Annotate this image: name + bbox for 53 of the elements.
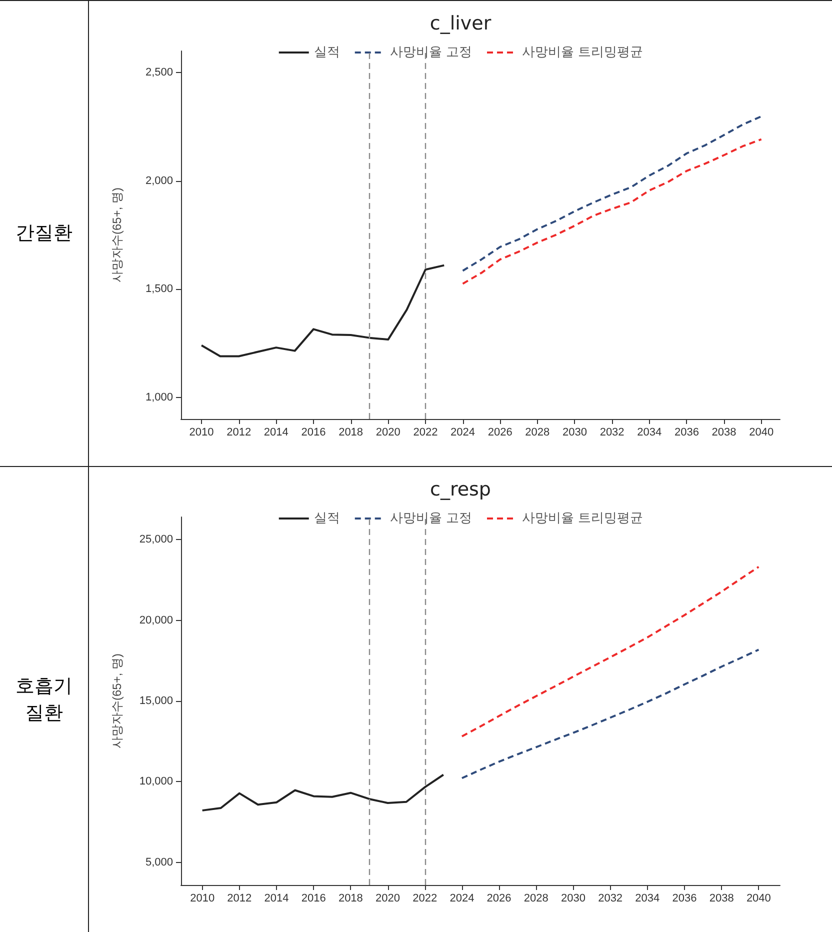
x-tick-label: 2040 [749, 426, 774, 438]
x-tick-label: 2028 [525, 426, 550, 438]
x-tick-label: 2022 [413, 426, 438, 438]
y-axis-title: 사망자수(65+, 명) [110, 653, 124, 749]
x-tick-label: 2014 [264, 426, 288, 438]
x-tick-label: 2032 [598, 892, 623, 904]
y-tick-label: 20,000 [139, 614, 173, 626]
x-tick-label: 2012 [226, 426, 252, 438]
x-tick-label: 2024 [450, 892, 474, 904]
x-tick-label: 2018 [338, 892, 363, 904]
x-tick-label: 2014 [264, 892, 289, 904]
legend-label: 사망비율 고정 [390, 511, 472, 526]
x-tick-label: 2012 [227, 892, 252, 904]
text: 간질환 [0, 1, 89, 466]
legend-label: 실적 [314, 511, 340, 526]
x-tick-label: 2022 [412, 892, 438, 904]
x-tick-label: 2036 [674, 426, 699, 438]
y-axis-title: 사망자수(65+, 명) [110, 187, 124, 283]
x-tick-label: 2040 [746, 892, 771, 904]
y-tick-label: 25,000 [139, 534, 173, 546]
x-tick-label: 2024 [450, 426, 476, 438]
chart-title: c_resp [430, 478, 491, 500]
chart-title: c_liver [430, 12, 492, 34]
x-tick-label: 2038 [712, 426, 736, 438]
x-tick-label: 2016 [301, 892, 326, 904]
legend-label: 사망비율 고정 [390, 45, 472, 60]
x-tick-label: 2038 [709, 892, 734, 904]
x-tick-label: 2026 [486, 892, 512, 904]
legend-label: 사망비율 트리밍평균 [522, 511, 644, 526]
legend-label: 사망비율 트리밍평균 [522, 45, 644, 60]
x-tick-label: 2026 [488, 426, 512, 438]
x-tick-label: 2030 [560, 892, 586, 904]
y-tick-label: 2,500 [145, 66, 173, 79]
x-tick-label: 2010 [190, 892, 215, 904]
x-tick-label: 2020 [376, 426, 400, 438]
y-tick-label: 1,000 [145, 391, 173, 404]
legend-label: 실적 [314, 45, 340, 60]
x-tick-label: 2016 [301, 426, 326, 438]
y-tick-label: 10,000 [139, 776, 173, 788]
x-tick-label: 2034 [637, 426, 662, 438]
y-tick-label: 2,000 [145, 174, 173, 187]
x-tick-label: 2010 [189, 426, 214, 438]
x-tick-label: 2018 [338, 426, 364, 438]
x-tick-label: 2028 [524, 892, 548, 904]
x-tick-label: 2020 [376, 892, 400, 904]
y-tick-label: 1,500 [145, 283, 173, 296]
text: 호흡기 질환 [0, 467, 89, 932]
y-tick-label: 5,000 [145, 856, 173, 868]
x-tick-label: 2032 [600, 426, 624, 438]
y-tick-label: 15,000 [139, 695, 173, 707]
x-tick-label: 2030 [562, 426, 587, 438]
x-tick-label: 2036 [672, 892, 697, 904]
x-tick-label: 2034 [635, 892, 660, 904]
